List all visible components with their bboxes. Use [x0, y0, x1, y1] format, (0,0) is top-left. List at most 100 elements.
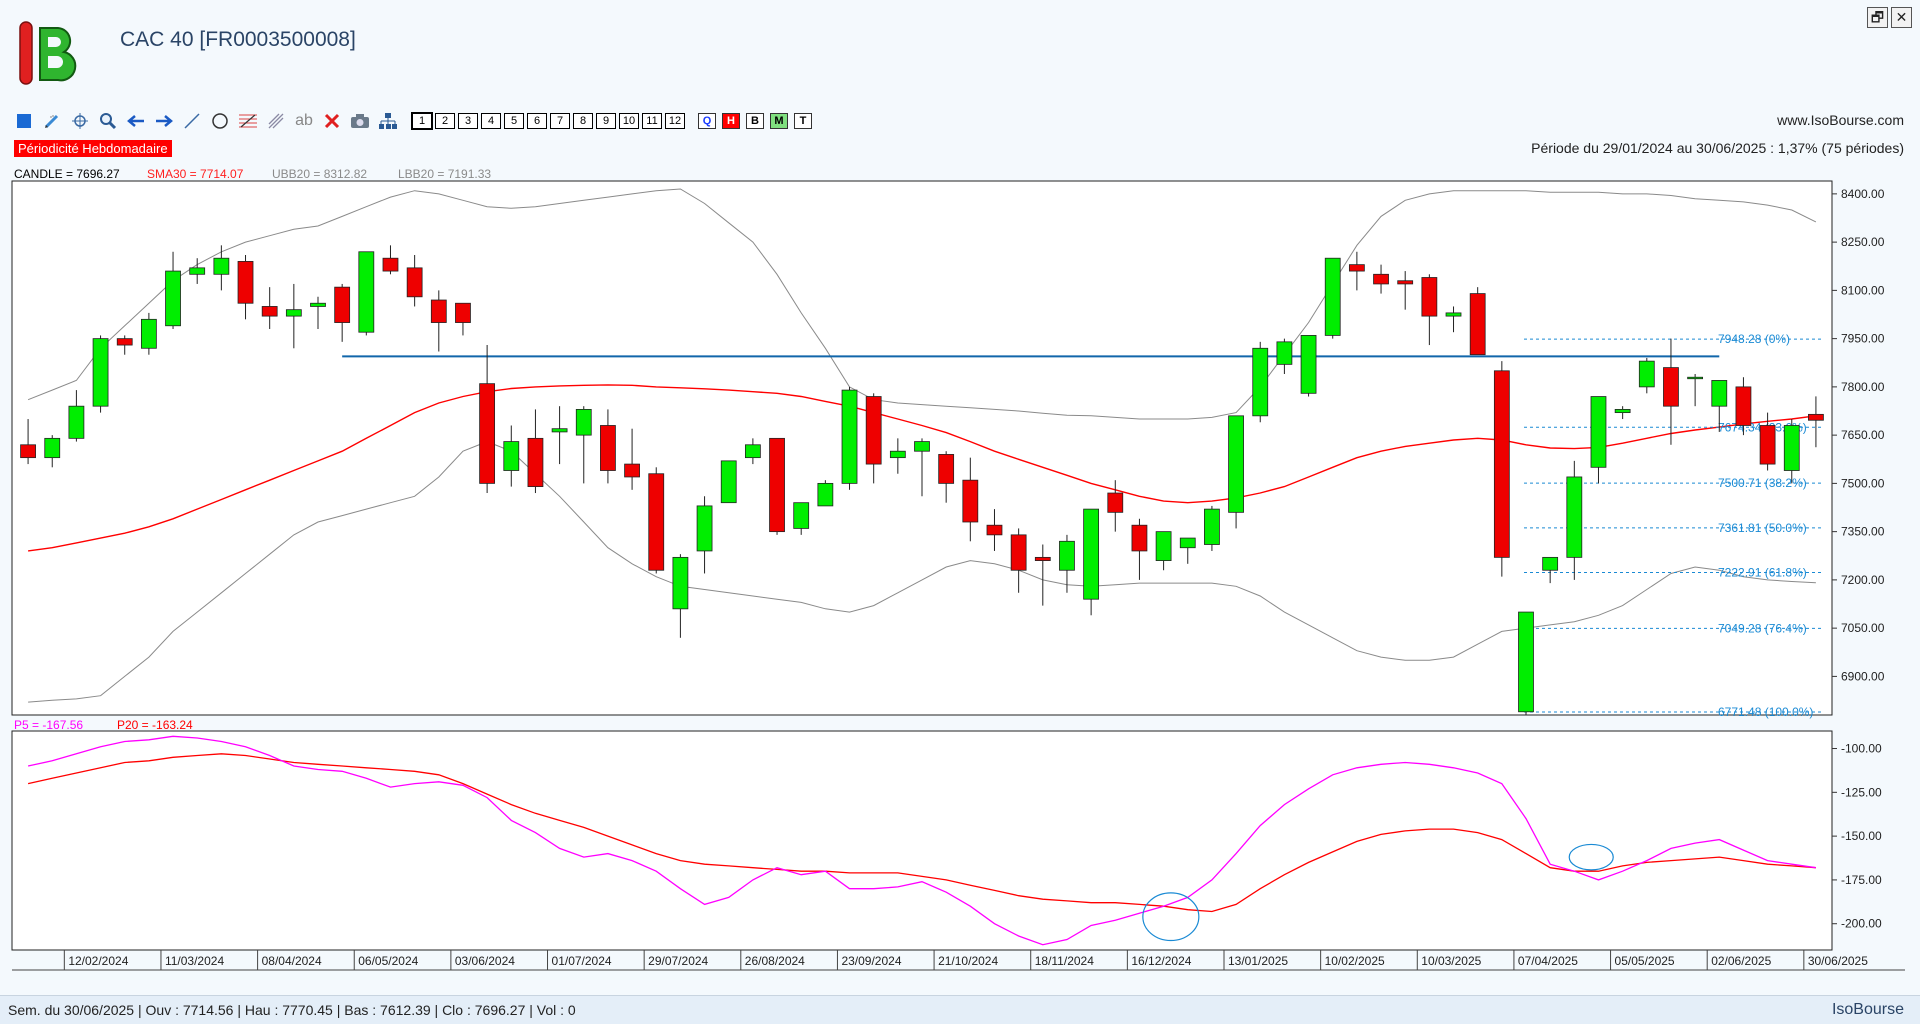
x-tick-label: 18/11/2024 — [1035, 954, 1094, 968]
x-tick-label: 01/07/2024 — [552, 954, 612, 968]
upper-bollinger-band — [27, 188, 1817, 420]
candle-body — [720, 460, 737, 504]
y-tick-label: 7650.00 — [1841, 428, 1885, 442]
channel-icon[interactable] — [266, 111, 286, 131]
draw-pencil-icon[interactable] — [42, 111, 62, 131]
candle-body — [479, 383, 496, 484]
x-tick-label: 26/08/2024 — [745, 954, 805, 968]
y-tick-label: 7200.00 — [1841, 573, 1885, 587]
candle-body — [382, 257, 399, 272]
fibonacci-label: 7948.28 (0%) — [1718, 332, 1790, 346]
candle-body — [1155, 531, 1172, 561]
number-button-7[interactable]: 7 — [550, 113, 570, 129]
candle-body — [237, 261, 254, 304]
circle-icon[interactable] — [210, 111, 230, 131]
x-tick-label: 10/03/2025 — [1421, 954, 1481, 968]
candle-body — [116, 338, 133, 346]
candle-body — [914, 441, 930, 452]
zoom-icon[interactable] — [98, 111, 118, 131]
website-link[interactable]: www.IsoBourse.com — [1777, 112, 1904, 128]
isobourse-logo — [19, 21, 77, 85]
fibonacci-icon[interactable] — [238, 111, 258, 131]
legend-lbb20: LBB20 = 7191.33 — [398, 167, 491, 181]
candle-body — [1421, 277, 1438, 317]
period-button-t[interactable]: T — [794, 113, 812, 129]
sma30-line — [28, 384, 1816, 552]
number-selector: 1 2 3 4 5 6 7 8 9 10 11 12 — [411, 112, 688, 130]
candle-body — [455, 302, 471, 323]
candle-body — [92, 338, 109, 407]
candle-body — [213, 257, 230, 275]
candle-body — [1010, 534, 1027, 571]
x-tick-label: 07/04/2025 — [1518, 954, 1578, 968]
delete-icon[interactable] — [322, 111, 342, 131]
x-tick-label: 23/09/2024 — [841, 954, 901, 968]
candle-body — [1204, 508, 1220, 545]
candle-body — [744, 444, 761, 459]
number-button-4[interactable]: 4 — [481, 113, 501, 129]
candle-body — [261, 306, 278, 317]
price-chart[interactable]: 8400.00 8250.00 8100.00 7950.00 7800.00 7650.… — [0, 160, 1920, 980]
candle-body — [1663, 367, 1679, 407]
restore-window-button[interactable]: 🗗 — [1867, 7, 1888, 28]
candle-body — [1348, 264, 1365, 272]
close-window-button[interactable]: ✕ — [1891, 7, 1912, 28]
candle-body — [1469, 293, 1486, 356]
number-button-6[interactable]: 6 — [527, 113, 547, 129]
number-button-11[interactable]: 11 — [642, 113, 662, 129]
candle-body — [1445, 312, 1462, 317]
x-tick-label: 13/01/2025 — [1228, 954, 1288, 968]
candle-body — [189, 267, 206, 275]
candle-body — [600, 425, 616, 471]
candle-body — [1614, 408, 1631, 414]
candle-body — [1493, 370, 1510, 558]
legend-sma30: SMA30 = 7714.07 — [147, 167, 244, 181]
arrow-left-icon[interactable] — [126, 111, 146, 131]
candle-body — [1711, 380, 1728, 407]
period-button-m[interactable]: M — [770, 113, 788, 129]
crosshair-icon[interactable] — [70, 111, 90, 131]
candle-body — [551, 428, 568, 433]
y-tick-label: 8100.00 — [1841, 283, 1885, 297]
candle-body — [769, 437, 785, 533]
status-ohlc: Sem. du 30/06/2025 | Ouv : 7714.56 | Hau… — [8, 1002, 576, 1018]
arrow-right-icon[interactable] — [154, 111, 174, 131]
number-button-12[interactable]: 12 — [665, 113, 685, 129]
period-button-q[interactable]: Q — [698, 113, 716, 129]
x-tick-label: 30/06/2025 — [1808, 954, 1868, 968]
candle-body — [527, 437, 544, 488]
trendline-icon[interactable] — [182, 111, 202, 131]
candle-body — [358, 251, 375, 333]
select-icon[interactable] — [14, 111, 34, 131]
candle-body — [1179, 537, 1196, 549]
number-button-2[interactable]: 2 — [435, 113, 455, 129]
legend-p20: P20 = -163.24 — [117, 718, 193, 732]
legend-ubb20: UBB20 = 8312.82 — [272, 167, 367, 181]
candle-body — [140, 318, 157, 349]
number-button-3[interactable]: 3 — [458, 113, 478, 129]
number-button-1[interactable]: 1 — [411, 112, 433, 130]
p5-line — [27, 735, 1816, 946]
x-tick-label: 08/04/2024 — [262, 954, 322, 968]
candle-body — [672, 556, 689, 610]
number-button-8[interactable]: 8 — [573, 113, 593, 129]
number-button-9[interactable]: 9 — [596, 113, 616, 129]
number-button-5[interactable]: 5 — [504, 113, 524, 129]
fibonacci-label: 7500.71 (38.2%) — [1718, 476, 1807, 490]
number-button-10[interactable]: 10 — [619, 113, 639, 129]
fibonacci-label: 7222.91 (61.8%) — [1718, 566, 1807, 580]
candle-body — [20, 444, 36, 459]
text-icon[interactable]: ab — [295, 112, 313, 129]
period-button-h[interactable]: H — [722, 113, 740, 129]
fibonacci-label: 7361.81 (50.0%) — [1718, 521, 1807, 535]
candle-body — [1735, 386, 1752, 426]
candle-body — [165, 270, 181, 327]
candle-body — [575, 408, 592, 436]
candle-body — [1228, 415, 1244, 513]
periodicity-label: Périodicité Hebdomadaire — [14, 140, 172, 157]
hierarchy-icon[interactable] — [378, 111, 398, 131]
x-tick-label: 16/12/2024 — [1131, 954, 1191, 968]
camera-icon[interactable] — [350, 111, 370, 131]
period-button-b[interactable]: B — [746, 113, 764, 129]
